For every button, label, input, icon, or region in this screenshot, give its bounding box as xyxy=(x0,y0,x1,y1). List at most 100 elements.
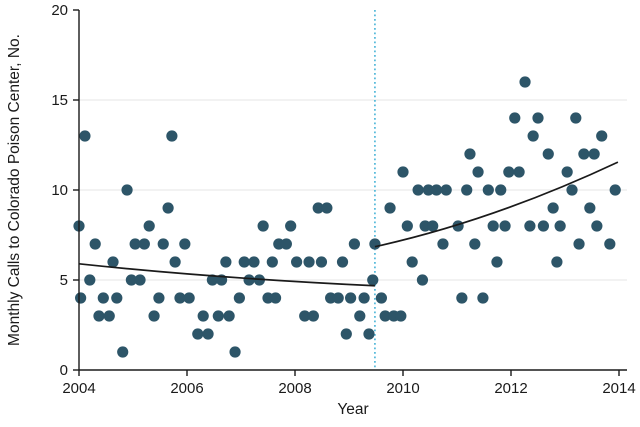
data-point xyxy=(464,148,476,160)
data-point xyxy=(395,310,407,322)
data-point xyxy=(495,184,507,196)
data-point xyxy=(527,130,539,142)
x-tick-label: 2014 xyxy=(602,380,635,397)
data-point xyxy=(332,292,344,304)
data-point xyxy=(379,310,391,322)
data-point xyxy=(491,256,503,268)
x-tick-label: 2012 xyxy=(494,380,527,397)
data-point xyxy=(312,202,324,214)
data-point xyxy=(307,310,319,322)
data-point xyxy=(223,310,235,322)
data-point xyxy=(206,274,218,286)
x-tick-label: 2008 xyxy=(278,380,311,397)
data-point xyxy=(358,292,370,304)
data-point xyxy=(440,184,452,196)
data-point xyxy=(103,310,115,322)
data-point xyxy=(285,220,297,232)
data-point xyxy=(89,238,101,250)
data-point xyxy=(125,274,137,286)
data-point xyxy=(84,274,96,286)
data-point xyxy=(107,256,119,268)
data-point-layer xyxy=(73,76,621,358)
data-point xyxy=(397,166,409,178)
data-point xyxy=(537,220,550,232)
data-point xyxy=(340,328,352,340)
data-point xyxy=(162,202,174,214)
data-point xyxy=(169,256,181,268)
data-point xyxy=(166,130,178,142)
grid-layer xyxy=(79,99,627,281)
data-point xyxy=(269,292,282,304)
data-point xyxy=(524,220,536,232)
data-point xyxy=(336,256,349,268)
data-point xyxy=(487,220,499,232)
data-point xyxy=(238,256,250,268)
data-point xyxy=(566,184,578,196)
data-point xyxy=(220,256,232,268)
data-point xyxy=(138,238,150,250)
data-point xyxy=(174,292,186,304)
x-axis-title: Year xyxy=(337,401,368,418)
data-point xyxy=(422,184,434,196)
data-point xyxy=(503,166,515,178)
data-point xyxy=(291,256,303,268)
data-point xyxy=(513,166,525,178)
data-point xyxy=(416,274,429,286)
data-point xyxy=(456,292,468,304)
data-point xyxy=(591,220,603,232)
data-point xyxy=(266,256,278,268)
data-point xyxy=(121,184,133,196)
y-tick-label: 5 xyxy=(60,272,68,289)
data-point xyxy=(248,256,260,268)
data-point xyxy=(97,292,109,304)
data-point xyxy=(321,202,333,214)
data-point xyxy=(179,238,191,250)
data-point xyxy=(299,310,311,322)
data-point xyxy=(280,238,292,250)
data-point xyxy=(461,184,473,196)
data-point xyxy=(192,328,204,340)
data-point xyxy=(243,274,255,286)
y-tick-label: 0 xyxy=(60,362,68,379)
data-point xyxy=(303,256,315,268)
trend-line-post xyxy=(374,161,619,248)
data-point xyxy=(202,328,214,340)
data-point xyxy=(532,112,544,124)
data-point xyxy=(197,310,209,322)
data-point xyxy=(427,220,439,232)
data-point xyxy=(469,238,481,250)
data-point xyxy=(412,184,424,196)
data-point xyxy=(233,292,245,304)
data-point xyxy=(542,148,554,160)
data-point xyxy=(430,184,443,196)
data-point xyxy=(554,220,566,232)
data-point xyxy=(129,238,141,250)
data-point xyxy=(369,238,381,250)
data-point xyxy=(111,292,123,304)
data-point xyxy=(375,292,387,304)
data-point xyxy=(315,256,328,268)
data-point xyxy=(588,148,600,160)
axis-layer: 0 5 10 15 20 2004 2006 2008 2010 2012 2014 xyxy=(51,2,635,397)
y-tick-label: 10 xyxy=(51,182,68,199)
data-point xyxy=(212,310,224,322)
data-point xyxy=(437,238,449,250)
data-point xyxy=(547,202,559,214)
data-point xyxy=(93,310,105,322)
x-tick-label: 2004 xyxy=(62,380,95,397)
trend-line-pre xyxy=(78,262,375,287)
y-tick-label: 15 xyxy=(51,92,68,109)
data-point xyxy=(153,292,165,304)
x-tick-label: 2006 xyxy=(170,380,203,397)
data-point xyxy=(406,256,418,268)
data-point xyxy=(75,292,87,304)
data-point xyxy=(367,274,379,286)
data-point xyxy=(183,292,195,304)
data-point xyxy=(229,346,241,358)
data-point xyxy=(363,328,375,340)
data-point xyxy=(143,220,155,232)
data-point xyxy=(354,310,366,322)
y-axis-title: Monthly Calls to Colorado Poison Center,… xyxy=(6,34,23,346)
